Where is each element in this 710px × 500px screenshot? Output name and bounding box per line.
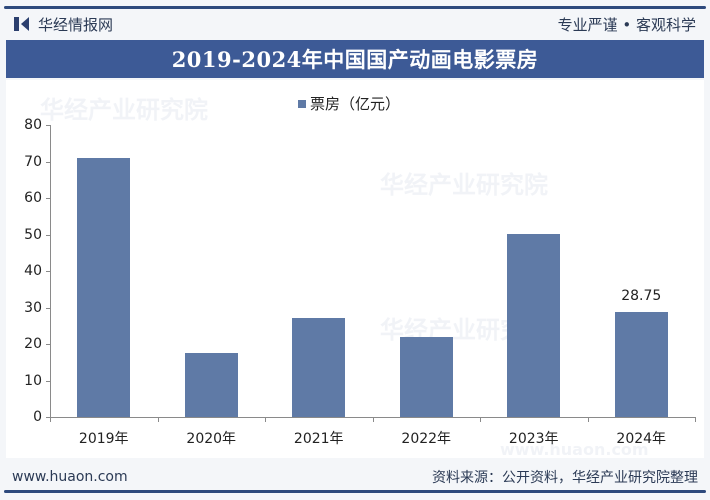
bar-2022年 <box>399 337 453 417</box>
chart-title: 2019-2024年中国国产动画电影票房 <box>171 47 539 72</box>
x-tick-mark <box>157 417 159 422</box>
y-tick-mark <box>46 198 50 199</box>
footer: www.huaon.com 资料来源：公开资料，华经产业研究院整理 <box>0 466 710 488</box>
chart-title-bar: 2019-2024年中国国产动画电影票房 <box>6 40 704 78</box>
x-tick-mark <box>372 417 374 422</box>
x-tick-label: 2020年 <box>186 431 237 447</box>
y-tick-mark <box>46 125 50 126</box>
header: 华经情报网 专业严谨 • 客观科学 <box>0 10 710 38</box>
bar-2021年 <box>292 318 346 417</box>
y-tick-label: 20 <box>24 336 42 352</box>
x-tick-label: 2022年 <box>401 431 452 447</box>
brand-name: 华经情报网 <box>38 15 114 34</box>
x-tick-label: 2021年 <box>293 431 344 447</box>
x-tick-label: 2024年 <box>616 431 667 447</box>
y-tick-mark <box>46 417 50 418</box>
top-divider <box>4 6 706 9</box>
y-tick-mark <box>46 271 50 272</box>
y-tick-mark <box>46 234 50 236</box>
y-tick-label: 10 <box>24 372 42 389</box>
x-tick-label: 2019年 <box>78 431 129 447</box>
slogan: 专业严谨 • 客观科学 <box>557 15 696 34</box>
data-label: 28.75 <box>621 288 662 305</box>
y-tick-label: 40 <box>24 263 42 279</box>
y-tick-mark <box>46 307 50 309</box>
y-tick-label: 50 <box>24 226 42 243</box>
y-axis <box>50 125 51 417</box>
website-link[interactable]: www.huaon.com <box>12 469 128 485</box>
bar-2023年 <box>507 234 561 417</box>
y-tick-mark <box>46 344 50 345</box>
legend-label: 票房（亿元） <box>310 95 401 113</box>
bar-2019年 <box>77 157 131 417</box>
y-tick-label: 60 <box>24 190 42 206</box>
y-tick-label: 80 <box>24 117 42 133</box>
x-tick-mark <box>695 417 696 422</box>
x-tick-mark <box>587 417 589 422</box>
y-tick-mark <box>46 161 50 163</box>
huajing-logo-icon <box>14 16 30 32</box>
x-tick-label: 2023年 <box>508 431 559 447</box>
y-tick-label: 30 <box>24 299 42 316</box>
bottom-divider <box>4 490 706 493</box>
y-tick-mark <box>46 380 50 382</box>
x-tick-mark <box>50 417 51 422</box>
x-tick-mark <box>480 417 481 422</box>
x-tick-mark <box>265 417 266 422</box>
legend-swatch-icon <box>298 99 306 108</box>
y-tick-label: 70 <box>24 153 42 170</box>
brand: 华经情报网 <box>14 14 113 35</box>
bar-2020年 <box>184 353 238 417</box>
y-tick-label: 0 <box>33 409 42 425</box>
data-source: 资料来源：公开资料，华经产业研究院整理 <box>432 470 698 486</box>
chart-legend: 票房（亿元） <box>298 93 400 114</box>
bar-2024年 <box>614 312 668 417</box>
